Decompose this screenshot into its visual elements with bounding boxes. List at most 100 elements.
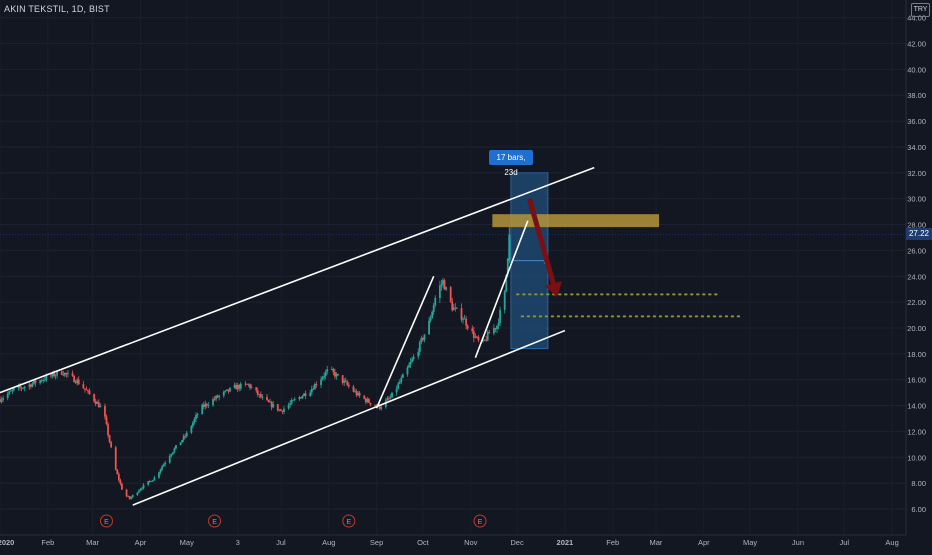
candle-body — [304, 393, 307, 396]
candle-body — [0, 399, 3, 402]
channel-upper-trendline[interactable] — [0, 166, 595, 394]
candle-body — [398, 382, 401, 384]
candle-body — [451, 301, 454, 311]
candle-body — [493, 328, 495, 334]
candle-body — [409, 361, 412, 365]
candle-body — [420, 338, 423, 342]
candle-body — [153, 477, 156, 481]
candle-body — [50, 375, 52, 377]
candle-body — [276, 404, 279, 411]
candle-body — [255, 387, 258, 391]
candle-body — [125, 489, 128, 497]
candle-body — [355, 391, 358, 396]
candle-body — [287, 404, 290, 409]
candle-body — [508, 234, 511, 261]
candle-body — [65, 372, 68, 375]
candle-body — [20, 387, 23, 389]
earnings-marker-label: E — [212, 519, 217, 526]
x-tick-label: 2021 — [557, 538, 574, 547]
x-axis[interactable]: 2020 Feb Mar Apr May 3 Jul Aug Sep Oct Nov Dec 2021 F… — [0, 534, 906, 547]
trendlines[interactable] — [0, 166, 595, 506]
candle-body — [238, 385, 241, 389]
candle-body — [96, 402, 99, 404]
candle-body — [298, 397, 301, 400]
earnings-icon[interactable] — [342, 514, 356, 528]
candle-body — [128, 496, 131, 499]
candle-body — [28, 384, 31, 387]
target-levels[interactable] — [516, 293, 742, 318]
candle-body — [281, 410, 284, 412]
candle-body — [6, 393, 9, 399]
earnings-marker-label: E — [478, 519, 483, 526]
earnings-marker-label: E — [346, 519, 351, 526]
candle-body — [438, 285, 441, 298]
channel-lower-trendline[interactable] — [132, 329, 566, 506]
y-tick-label: 44.00 — [907, 14, 926, 23]
earnings-icon[interactable] — [208, 514, 222, 528]
candle-body — [250, 387, 253, 389]
y-axis-background — [906, 0, 932, 550]
candle-body — [471, 328, 474, 332]
candle-body — [485, 339, 488, 341]
candle-body — [412, 356, 415, 360]
measure-label[interactable]: 17 bars, 23d — [489, 150, 533, 177]
grid — [0, 17, 906, 510]
candle-body — [142, 484, 145, 489]
candle-body — [12, 388, 15, 391]
forecast-arrow-shaft[interactable] — [526, 197, 556, 285]
candle-body — [389, 397, 392, 399]
candle-body — [195, 414, 197, 419]
candle-body — [488, 332, 491, 334]
candle-body — [301, 396, 304, 399]
forecast-arrow-head[interactable] — [544, 281, 563, 297]
candle-body — [247, 384, 250, 386]
candle-body — [346, 381, 349, 385]
candle-body — [293, 399, 296, 400]
earnings-icon[interactable] — [473, 514, 487, 528]
candle-body — [452, 307, 455, 311]
candle-body — [321, 377, 324, 380]
candle-body — [150, 481, 153, 482]
y-axis[interactable]: 6.00 8.00 10.00 12.00 14.00 16.00 18.00 20.00 22… — [905, 0, 932, 550]
x-tick-label: Apr — [698, 538, 710, 547]
candle-body — [175, 445, 177, 449]
x-tick-label: 2020 — [0, 538, 14, 547]
x-tick-label: May — [743, 538, 757, 547]
candle-body — [344, 380, 347, 382]
candle-body — [258, 394, 261, 395]
candle-body — [497, 322, 500, 326]
candle-body — [131, 495, 134, 498]
resistance-zone-group[interactable] — [492, 214, 660, 228]
x-tick-label: Jul — [276, 538, 286, 547]
currency-button[interactable]: TRY — [911, 3, 930, 17]
resistance-zone[interactable] — [492, 214, 660, 228]
candle-body — [341, 375, 344, 383]
x-tick-label: Dec — [510, 538, 524, 547]
candle-body — [455, 307, 458, 309]
candle-body — [256, 390, 259, 395]
earnings-icon[interactable] — [99, 514, 113, 528]
candle-body — [496, 325, 498, 330]
candle-body — [181, 440, 184, 443]
candle-body — [326, 369, 329, 372]
candle-body — [94, 401, 97, 404]
candle-body — [465, 318, 468, 326]
candle-body — [147, 481, 150, 485]
candle-body — [227, 389, 230, 392]
impulse-up-1-trendline[interactable] — [375, 275, 435, 409]
x-tick-label: Aug — [885, 538, 898, 547]
candle-body — [477, 336, 480, 341]
x-tick-label: Apr — [135, 538, 147, 547]
candle-body — [474, 336, 477, 338]
y-tick-label: 38.00 — [907, 91, 926, 100]
impulse-up-2-trendline[interactable] — [474, 220, 529, 359]
candle-body — [358, 392, 361, 396]
candle-body — [506, 258, 509, 275]
candle-body — [422, 338, 424, 340]
candle-body — [158, 472, 160, 478]
forecast-arrow-group[interactable] — [526, 197, 563, 297]
candle-body — [182, 435, 185, 441]
